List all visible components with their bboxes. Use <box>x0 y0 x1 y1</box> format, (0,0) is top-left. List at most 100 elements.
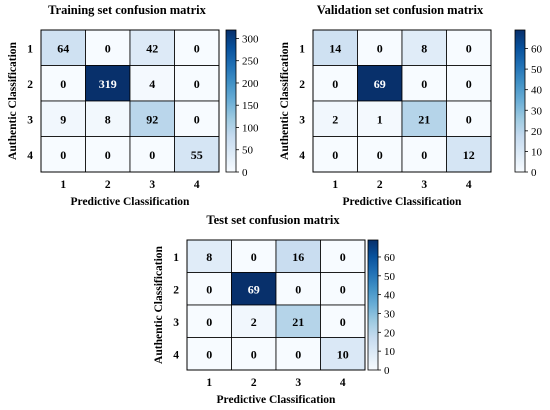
y-tick-label: 1 <box>173 252 179 264</box>
colorbar-tick-label: 100 <box>242 122 259 134</box>
y-tick-label: 2 <box>299 79 305 91</box>
cell-value-label: 0 <box>251 347 257 361</box>
cell-value-label: 0 <box>206 315 212 329</box>
cell-value-label: 0 <box>421 77 427 91</box>
cell-value-label: 4 <box>149 77 155 91</box>
heatmap-cell <box>312 100 358 137</box>
colorbar-tick-label: 200 <box>242 78 259 90</box>
cell-value-label: 0 <box>332 77 338 91</box>
y-tick-label: 2 <box>173 284 179 296</box>
cell-value-label: 12 <box>463 148 475 162</box>
heatmap-cell <box>275 337 321 371</box>
y-axis-label: Authentic Classification <box>153 245 165 363</box>
cell-value-label: 0 <box>206 347 212 361</box>
heatmap-frame <box>312 29 492 173</box>
x-tick-label: 1 <box>332 179 338 191</box>
heatmap-cell <box>40 29 86 66</box>
cell-value-label: 14 <box>329 41 341 55</box>
cell-value-label: 64 <box>57 41 69 55</box>
x-tick-label: 1 <box>60 179 66 191</box>
cell-value-label: 0 <box>194 112 200 126</box>
x-tick-label: 2 <box>251 377 257 389</box>
heatmap-cell <box>401 29 447 66</box>
cell-value-label: 0 <box>105 148 111 162</box>
x-tick-label: 3 <box>421 179 427 191</box>
y-tick-label: 2 <box>27 79 33 91</box>
heatmap-cell <box>231 304 277 338</box>
heatmap-cell <box>231 337 277 371</box>
y-tick-label: 1 <box>27 43 33 55</box>
x-tick-label: 4 <box>194 179 200 191</box>
heatmap-cell <box>186 304 232 338</box>
heatmap-cell <box>85 65 131 102</box>
colorbar-tick-label: 60 <box>384 252 396 264</box>
heatmap-cell <box>357 29 403 66</box>
cell-value-label: 69 <box>248 282 260 296</box>
x-tick-label: 4 <box>340 377 346 389</box>
y-tick-label: 4 <box>299 150 305 162</box>
cell-value-label: 9 <box>60 112 66 126</box>
chart-title: Test set confusion matrix <box>206 213 340 227</box>
heatmap-cell <box>85 136 131 173</box>
x-axis-label: Predictive Classification <box>71 196 191 208</box>
x-tick-label: 3 <box>295 377 301 389</box>
cell-value-label: 0 <box>251 250 257 264</box>
heatmap-cell <box>231 272 277 306</box>
y-tick-label: 4 <box>173 349 179 361</box>
y-axis-label: Authentic Classification <box>7 41 19 159</box>
cell-value-label: 0 <box>60 77 66 91</box>
colorbar-tick-label: 50 <box>384 271 396 283</box>
x-axis-label: Predictive Classification <box>217 394 337 406</box>
cell-value-label: 69 <box>374 77 386 91</box>
cell-value-label: 0 <box>340 250 346 264</box>
cell-value-label: 2 <box>251 315 257 329</box>
cell-value-label: 92 <box>146 112 158 126</box>
heatmap-cell <box>312 29 358 66</box>
chart-title: Validation set confusion matrix <box>317 3 484 17</box>
cell-value-label: 0 <box>340 282 346 296</box>
y-tick-label: 1 <box>299 43 305 55</box>
cell-value-label: 0 <box>421 148 427 162</box>
cell-value-label: 55 <box>191 148 203 162</box>
y-tick-label: 3 <box>27 114 33 126</box>
heatmap-cell <box>186 272 232 306</box>
cell-value-label: 0 <box>206 282 212 296</box>
y-tick-label: 4 <box>27 150 33 162</box>
cell-value-label: 0 <box>466 41 472 55</box>
heatmap-frame <box>40 29 220 173</box>
cell-value-label: 0 <box>332 148 338 162</box>
colorbar-tick-label: 40 <box>531 85 543 97</box>
cell-value-label: 2 <box>332 112 338 126</box>
colorbar <box>514 29 526 173</box>
cell-value-label: 0 <box>340 315 346 329</box>
cell-value-label: 21 <box>418 112 430 126</box>
cell-value-label: 0 <box>295 347 301 361</box>
cell-value-label: 0 <box>377 41 383 55</box>
colorbar-tick-label: 20 <box>531 126 543 138</box>
colorbar-tick-label: 30 <box>384 308 396 320</box>
heatmap-cell <box>85 29 131 66</box>
colorbar-tick-label: 0 <box>242 167 248 179</box>
heatmap-cell <box>401 100 447 137</box>
colorbar-tick-label: 300 <box>242 33 259 45</box>
y-tick-label: 3 <box>299 114 305 126</box>
colorbar-tick-label: 150 <box>242 100 259 112</box>
y-axis-label: Authentic Classification <box>279 41 291 159</box>
cell-value-label: 0 <box>466 112 472 126</box>
cell-value-label: 8 <box>421 41 427 55</box>
colorbar-tick-label: 30 <box>531 105 543 117</box>
cell-value-label: 0 <box>377 148 383 162</box>
heatmap-cell <box>275 304 321 338</box>
cell-value-label: 319 <box>99 77 117 91</box>
y-tick-label: 3 <box>173 317 179 329</box>
x-axis-label: Predictive Classification <box>343 196 463 208</box>
colorbar-tick-label: 40 <box>384 290 396 302</box>
cell-value-label: 1 <box>377 112 383 126</box>
x-tick-label: 4 <box>466 179 472 191</box>
heatmap-frame <box>186 239 366 371</box>
cell-value-label: 0 <box>149 148 155 162</box>
cell-value-label: 8 <box>206 250 212 264</box>
chart-title: Training set confusion matrix <box>48 3 207 17</box>
